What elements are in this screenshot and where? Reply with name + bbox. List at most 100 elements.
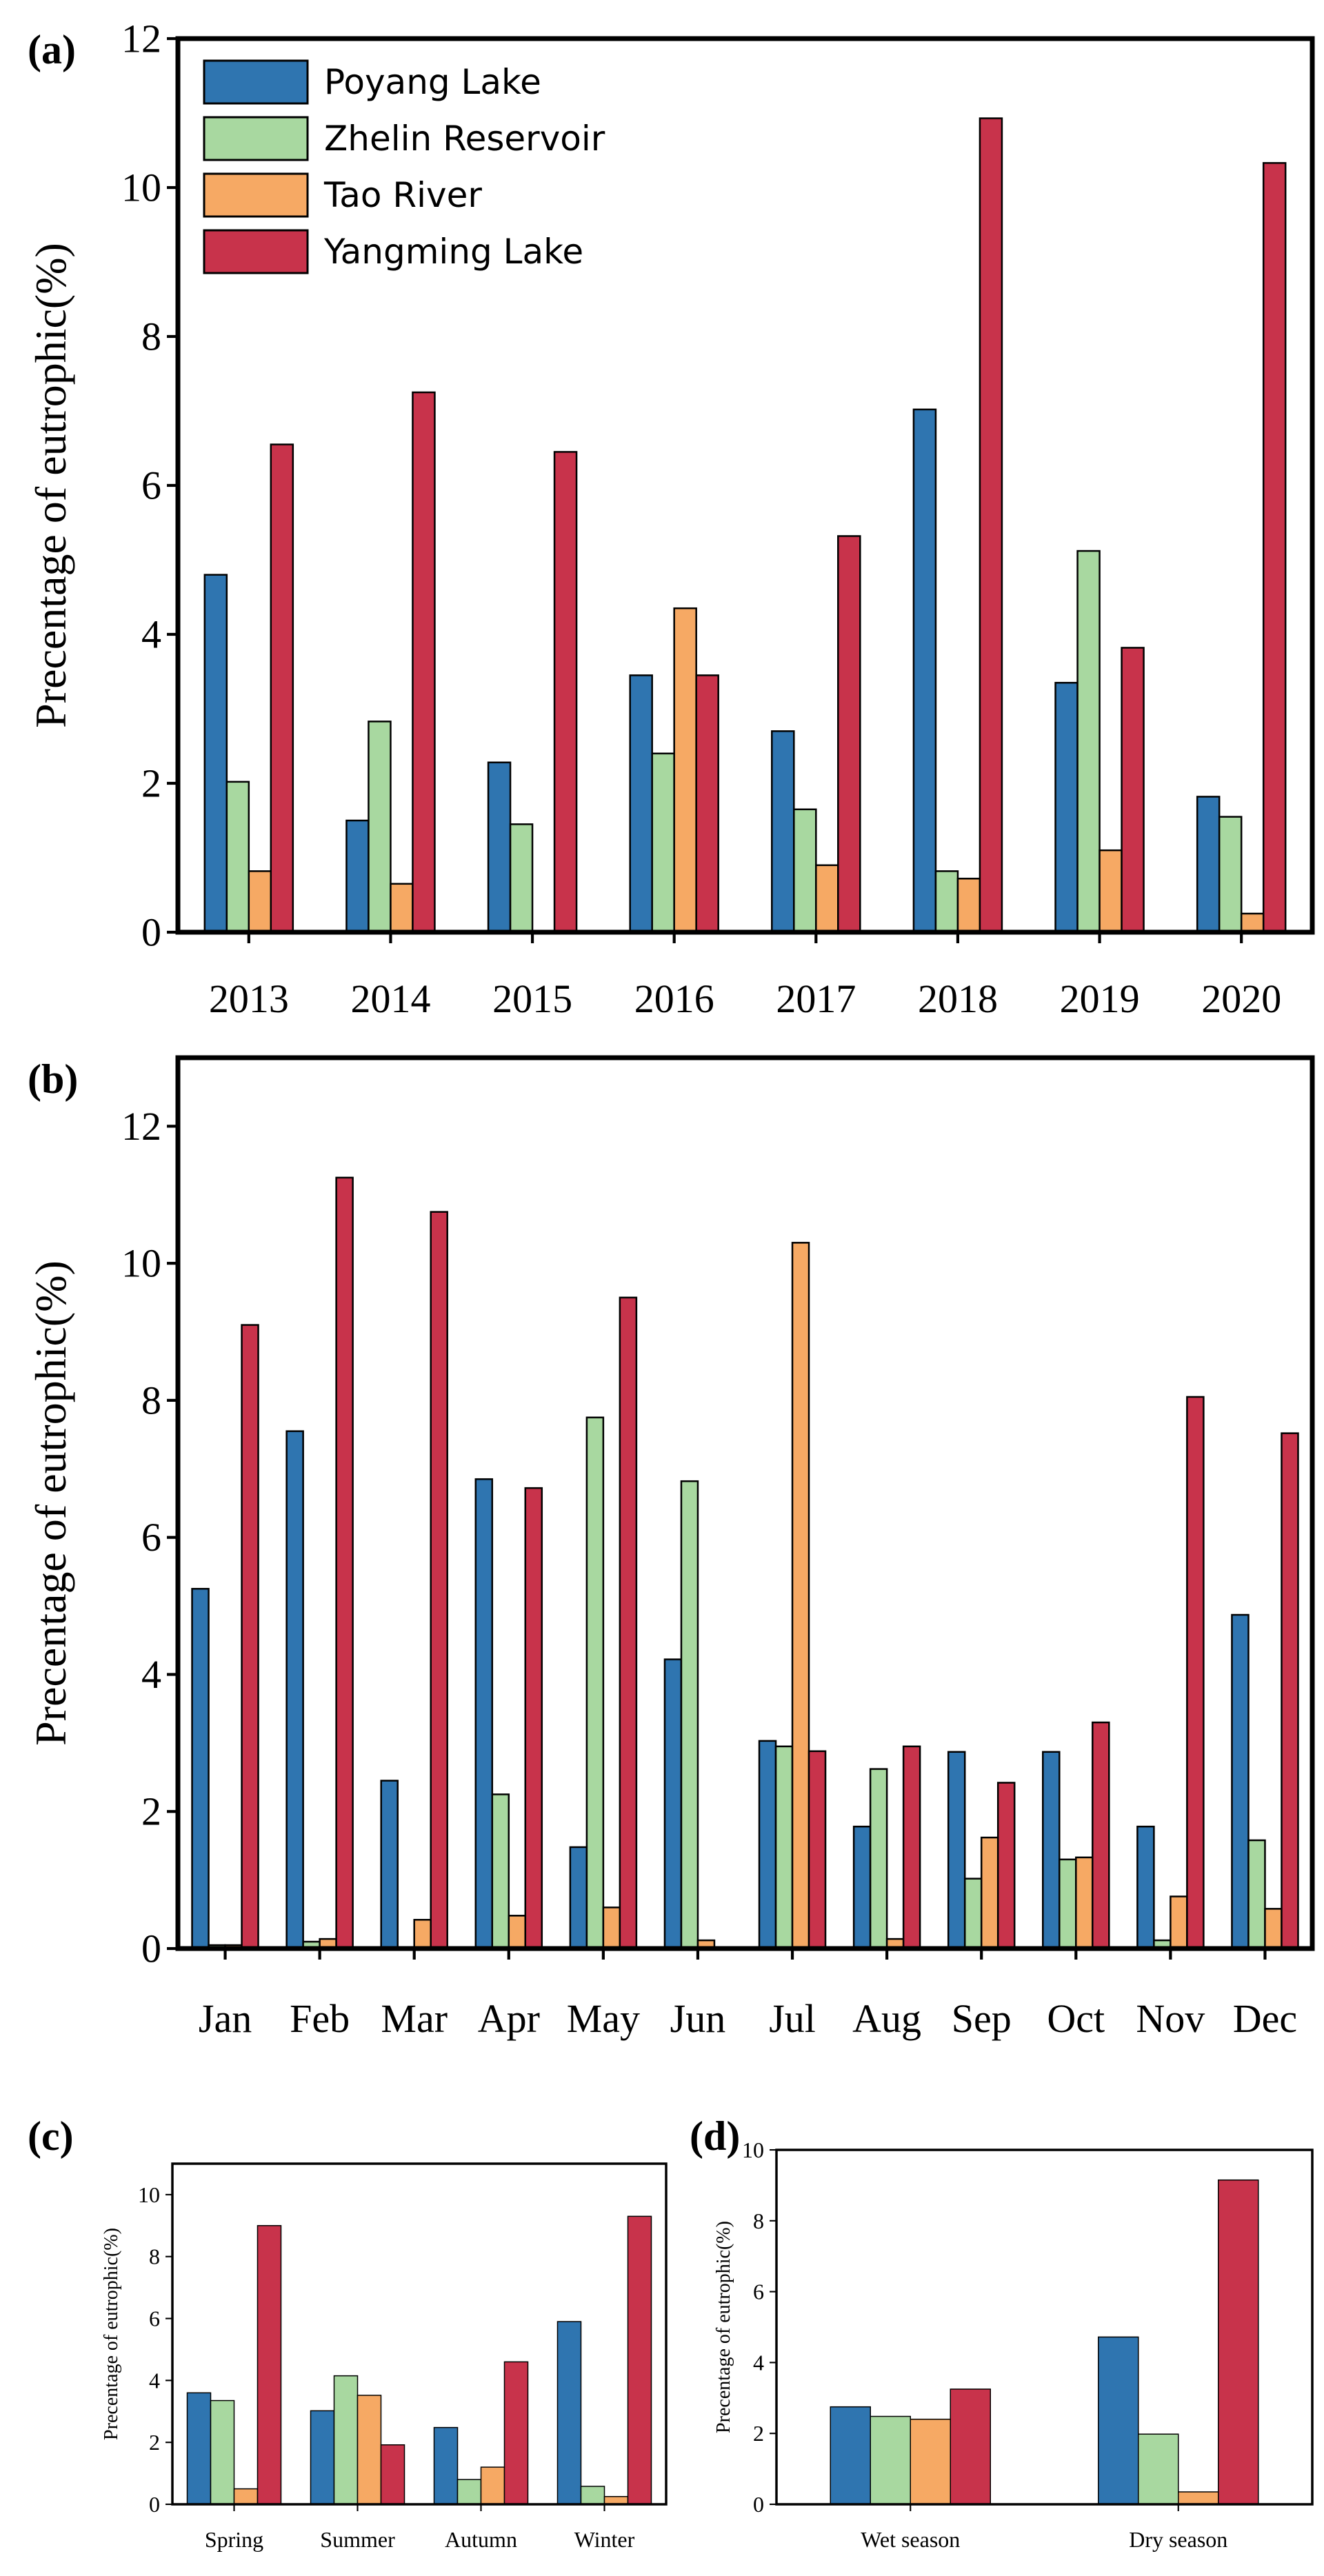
bar-yangming-lake-2013: [270, 443, 294, 934]
x-tick-label-winter: Winter: [574, 2527, 635, 2552]
x-tick-label-2014: 2014: [350, 976, 430, 1021]
y-tick-label: 4: [753, 2350, 764, 2375]
bar-tao-river-2019: [1099, 849, 1123, 934]
bar-yangming-lake-autumn: [503, 2361, 529, 2505]
series-zhelin-reservoir: [208, 1416, 1266, 1950]
x-tick-label-may: May: [567, 1996, 640, 2041]
bar-yangming-lake-jul: [808, 1750, 827, 1950]
bar-tao-river-jul: [791, 1242, 810, 1950]
bar-tao-river-sep: [980, 1836, 999, 1950]
bar-yangming-lake-winter: [627, 2215, 652, 2505]
bar-tao-river-2016: [673, 607, 697, 934]
series-tao-river: [224, 1242, 1283, 1950]
bar-yangming-lake-sep: [996, 1782, 1016, 1950]
bar-tao-river-wet-season: [910, 2418, 951, 2505]
legend-swatch-tao-river: [203, 172, 309, 218]
bar-yangming-lake-aug: [902, 1745, 921, 1950]
y-tick-label: 8: [141, 314, 161, 359]
x-tick-label-jun: Jun: [670, 1996, 726, 2041]
bar-poyang-lake-dry-season: [1098, 2336, 1139, 2505]
legend-label-poyang-lake: Poyang Lake: [324, 62, 541, 102]
y-tick-label: 2: [141, 1789, 161, 1834]
x-tick-label-spring: Spring: [205, 2527, 263, 2552]
legend-swatch-zhelin-reservoir: [203, 116, 309, 161]
x-tick-label-mar: Mar: [381, 1996, 448, 2041]
series-tao-river: [910, 2418, 1219, 2505]
bar-poyang-lake-apr: [474, 1478, 494, 1950]
y-tick-label: 10: [138, 2182, 160, 2207]
bar-tao-river-oct: [1075, 1856, 1094, 1950]
bar-tao-river-autumn: [480, 2466, 505, 2505]
series-poyang-lake: [203, 408, 1221, 934]
y-tick-label: 2: [149, 2430, 160, 2455]
bar-yangming-lake-2014: [412, 391, 436, 934]
legend-label-yangming-lake: Yangming Lake: [323, 232, 583, 272]
y-tick-label: 4: [141, 612, 161, 657]
series-poyang-lake: [186, 2321, 582, 2505]
bar-yangming-lake-summer: [380, 2444, 405, 2505]
x-tick-label-oct: Oct: [1047, 1996, 1105, 2041]
legend-swatch-yangming-lake: [203, 229, 309, 274]
x-tick-label-2018: 2018: [918, 976, 998, 1021]
bar-yangming-lake-dec: [1281, 1432, 1299, 1950]
y-tick-label: 2: [753, 2421, 764, 2446]
bar-zhelin-reservoir-2020: [1218, 816, 1243, 934]
bar-poyang-lake-2016: [629, 674, 653, 934]
bar-poyang-lake-winter: [556, 2321, 582, 2505]
bar-yangming-lake-nov: [1186, 1396, 1205, 1950]
bar-zhelin-reservoir-dec: [1247, 1839, 1266, 1950]
bar-poyang-lake-2014: [345, 819, 370, 934]
bar-poyang-lake-2020: [1196, 796, 1221, 934]
x-tick-label-2016: 2016: [634, 976, 714, 1021]
bar-poyang-lake-oct: [1042, 1751, 1061, 1950]
y-axis-title: Precentage of eutrophic(%): [26, 243, 75, 728]
bar-tao-river-mar: [413, 1919, 432, 1950]
bar-yangming-lake-2019: [1121, 647, 1145, 934]
bar-yangming-lake-jan: [241, 1324, 259, 1950]
legend: Poyang Lake Zhelin Reservoir Tao River Yang…: [203, 59, 605, 274]
bar-zhelin-reservoir-autumn: [457, 2479, 482, 2505]
x-tick-label-wet-season: Wet season: [861, 2527, 960, 2552]
bar-poyang-lake-feb: [285, 1430, 304, 1950]
y-axis-title: Precentage of eutrophic(%): [101, 2228, 122, 2440]
bar-tao-river-2013: [248, 870, 272, 934]
bar-yangming-lake-2017: [837, 535, 861, 934]
bar-yangming-lake-2018: [979, 117, 1003, 934]
y-tick-label: 6: [141, 463, 161, 508]
chart-d: 0 2 4 6 8 10 Wet season Dry season Precentage of…: [690, 2113, 1314, 2552]
x-tick-label-2017: 2017: [776, 976, 856, 1021]
y-tick-label: 0: [141, 1926, 161, 1971]
bar-zhelin-reservoir-apr: [491, 1793, 510, 1950]
panel-label: (c): [28, 2113, 74, 2159]
bar-poyang-lake-dec: [1231, 1613, 1250, 1950]
x-tick-label-jan: Jan: [199, 1996, 252, 2041]
bar-poyang-lake-nov: [1136, 1825, 1155, 1950]
y-tick-label: 4: [141, 1652, 161, 1697]
y-tick-label: 8: [149, 2244, 160, 2269]
bar-tao-river-dry-season: [1178, 2491, 1219, 2505]
x-tick-label-sep: Sep: [952, 1996, 1012, 2041]
bar-zhelin-reservoir-2014: [368, 721, 392, 934]
y-tick-label: 10: [121, 165, 161, 210]
bar-yangming-lake-may: [619, 1296, 638, 1950]
bar-poyang-lake-jun: [663, 1658, 683, 1950]
bar-yangming-lake-oct: [1092, 1721, 1110, 1950]
bar-yangming-lake-mar: [430, 1211, 448, 1950]
x-tick-label-dec: Dec: [1233, 1996, 1297, 2041]
bar-tao-river-2014: [390, 883, 414, 934]
bar-zhelin-reservoir-2017: [793, 808, 817, 934]
bar-tao-river-spring: [233, 2488, 259, 2505]
legend-label-tao-river: Tao River: [323, 175, 482, 215]
panel-label: (a): [28, 27, 76, 72]
bar-poyang-lake-jul: [758, 1740, 777, 1950]
series-poyang-lake: [830, 2336, 1139, 2505]
bar-yangming-lake-dry-season: [1218, 2179, 1259, 2505]
bar-zhelin-reservoir-jun: [680, 1480, 699, 1950]
y-axis-title: Precentage of eutrophic(%): [713, 2221, 734, 2433]
bar-poyang-lake-autumn: [433, 2426, 459, 2505]
bar-zhelin-reservoir-spring: [210, 2399, 235, 2505]
y-tick-label: 2: [141, 761, 161, 806]
y-tick-label: 0: [149, 2492, 160, 2517]
bar-poyang-lake-wet-season: [830, 2406, 871, 2505]
x-tick-label-aug: Aug: [852, 1996, 921, 2041]
